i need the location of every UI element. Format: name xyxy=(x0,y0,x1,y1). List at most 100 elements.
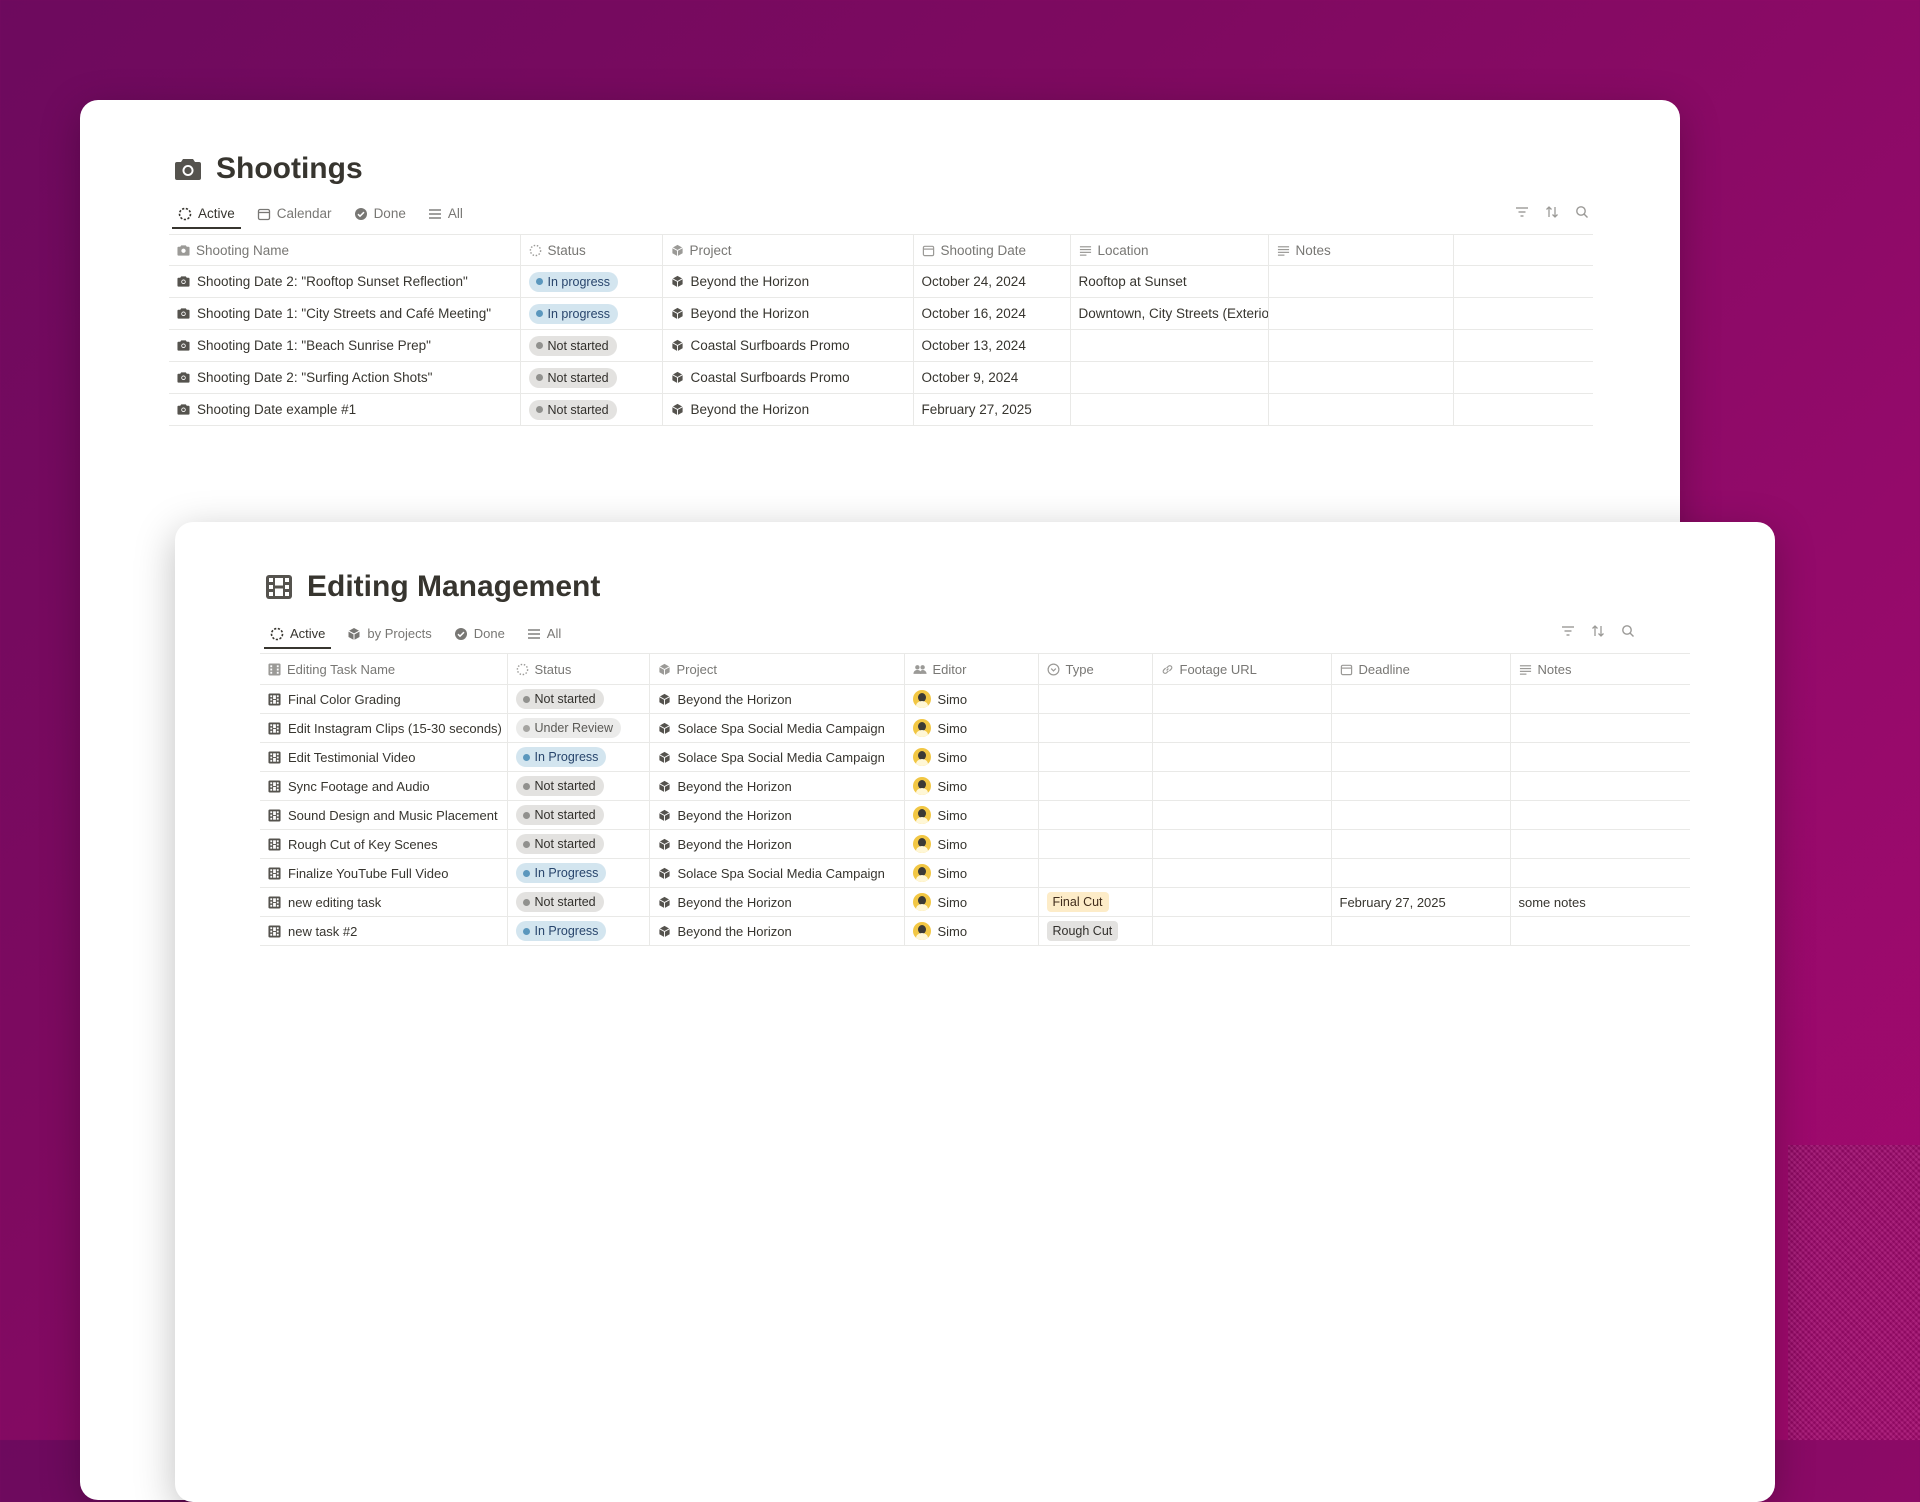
editor-person[interactable]: Simo xyxy=(912,893,1030,911)
column-header-project[interactable]: Project xyxy=(662,234,914,266)
cell-task-name[interactable]: Final Color Grading xyxy=(260,684,508,714)
tab-calendar[interactable]: Calendar xyxy=(255,202,334,229)
status-pill[interactable]: In Progress xyxy=(515,747,607,767)
cell-location[interactable]: Rooftop at Sunset xyxy=(1070,265,1269,298)
cell-shooting-name[interactable]: Shooting Date 1: "Beach Sunrise Prep" xyxy=(169,329,521,362)
tab-by-projects[interactable]: by Projects xyxy=(345,622,433,649)
cell-deadline[interactable] xyxy=(1331,742,1511,772)
project-link[interactable]: Beyond the Horizon xyxy=(671,274,905,289)
type-tag[interactable]: Final Cut xyxy=(1046,892,1109,912)
project-link[interactable]: Beyond the Horizon xyxy=(658,808,896,823)
cell-location[interactable]: Downtown, City Streets (Exterio xyxy=(1070,297,1269,330)
table-row[interactable]: Shooting Date 2: "Rooftop Sunset Reflect… xyxy=(169,265,1593,298)
cell-empty[interactable] xyxy=(1453,265,1593,298)
editor-person[interactable]: Simo xyxy=(912,806,1030,824)
cell-deadline[interactable] xyxy=(1331,684,1511,714)
project-link[interactable]: Coastal Surfboards Promo xyxy=(671,338,905,353)
cell-task-name[interactable]: Finalize YouTube Full Video xyxy=(260,858,508,888)
cell-status[interactable]: Not started xyxy=(507,800,650,830)
cell-notes[interactable]: some notes xyxy=(1510,887,1690,917)
table-row[interactable]: Shooting Date 2: "Surfing Action Shots" N… xyxy=(169,361,1593,394)
cell-type[interactable]: Final Cut xyxy=(1038,887,1153,917)
cell-location[interactable] xyxy=(1070,393,1269,426)
cell-deadline[interactable] xyxy=(1331,916,1511,946)
cell-location[interactable] xyxy=(1070,361,1269,394)
cell-editor[interactable]: Simo xyxy=(904,771,1039,801)
cell-type[interactable] xyxy=(1038,684,1153,714)
cell-notes[interactable] xyxy=(1510,684,1690,714)
tab-done[interactable]: Done xyxy=(452,622,507,649)
cell-project[interactable]: Solace Spa Social Media Campaign xyxy=(649,858,905,888)
column-header-status[interactable]: Status xyxy=(507,653,650,685)
cell-deadline[interactable] xyxy=(1331,858,1511,888)
cell-notes[interactable] xyxy=(1510,916,1690,946)
table-row[interactable]: Shooting Date example #1 Not started Beyon… xyxy=(169,393,1593,426)
tab-all[interactable]: All xyxy=(426,202,465,229)
cell-empty[interactable] xyxy=(1453,361,1593,394)
cell-notes[interactable] xyxy=(1268,265,1454,298)
cell-empty[interactable] xyxy=(1453,297,1593,330)
cell-project[interactable]: Beyond the Horizon xyxy=(662,265,914,298)
cell-shooting-name[interactable]: Shooting Date 2: "Rooftop Sunset Reflect… xyxy=(169,265,521,298)
status-pill[interactable]: Not started xyxy=(528,367,617,388)
cell-type[interactable]: Rough Cut xyxy=(1038,916,1153,946)
cell-project[interactable]: Beyond the Horizon xyxy=(662,297,914,330)
cell-editor[interactable]: Simo xyxy=(904,858,1039,888)
cell-status[interactable]: Not started xyxy=(507,771,650,801)
project-link[interactable]: Beyond the Horizon xyxy=(671,306,905,321)
cell-type[interactable] xyxy=(1038,829,1153,859)
cell-editor[interactable]: Simo xyxy=(904,800,1039,830)
cell-editor[interactable]: Simo xyxy=(904,742,1039,772)
status-pill[interactable]: Not started xyxy=(515,776,604,796)
cell-empty[interactable] xyxy=(1453,329,1593,362)
cell-task-name[interactable]: Edit Testimonial Video xyxy=(260,742,508,772)
shooting-name[interactable]: Shooting Date example #1 xyxy=(177,402,512,417)
table-row[interactable]: new task #2 In Progress Beyond the Horizon… xyxy=(260,916,1690,946)
status-pill[interactable]: Not started xyxy=(528,335,617,356)
cell-location[interactable] xyxy=(1070,329,1269,362)
cell-deadline[interactable] xyxy=(1331,800,1511,830)
cell-notes[interactable] xyxy=(1510,713,1690,743)
cell-footage-url[interactable] xyxy=(1152,742,1332,772)
task-name[interactable]: Sound Design and Music Placement xyxy=(268,808,499,823)
project-link[interactable]: Coastal Surfboards Promo xyxy=(671,370,905,385)
cell-footage-url[interactable] xyxy=(1152,858,1332,888)
shooting-name[interactable]: Shooting Date 1: "City Streets and Café … xyxy=(177,306,512,321)
cell-status[interactable]: In Progress xyxy=(507,916,650,946)
task-name[interactable]: Rough Cut of Key Scenes xyxy=(268,837,499,852)
column-header-notes[interactable]: Notes xyxy=(1510,653,1690,685)
cell-footage-url[interactable] xyxy=(1152,771,1332,801)
cell-task-name[interactable]: Edit Instagram Clips (15-30 seconds) xyxy=(260,713,508,743)
cell-status[interactable]: In Progress xyxy=(507,858,650,888)
project-link[interactable]: Beyond the Horizon xyxy=(658,924,896,939)
cell-shooting-date[interactable]: October 24, 2024 xyxy=(913,265,1071,298)
editor-person[interactable]: Simo xyxy=(912,777,1030,795)
tab-done[interactable]: Done xyxy=(352,202,408,229)
table-row[interactable]: Shooting Date 1: "City Streets and Café … xyxy=(169,297,1593,330)
editor-person[interactable]: Simo xyxy=(912,864,1030,882)
cell-notes[interactable] xyxy=(1510,771,1690,801)
cell-empty[interactable] xyxy=(1453,393,1593,426)
column-header-location[interactable]: Location xyxy=(1070,234,1269,266)
column-header-shooting-date[interactable]: Shooting Date xyxy=(913,234,1071,266)
cell-notes[interactable] xyxy=(1510,800,1690,830)
cell-footage-url[interactable] xyxy=(1152,916,1332,946)
column-header-status[interactable]: Status xyxy=(520,234,663,266)
cell-shooting-name[interactable]: Shooting Date 1: "City Streets and Café … xyxy=(169,297,521,330)
column-header-editor[interactable]: Editor xyxy=(904,653,1039,685)
status-pill[interactable]: Not started xyxy=(515,892,604,912)
cell-shooting-name[interactable]: Shooting Date example #1 xyxy=(169,393,521,426)
cell-project[interactable]: Beyond the Horizon xyxy=(649,887,905,917)
table-row[interactable]: Finalize YouTube Full Video In Progress So… xyxy=(260,858,1690,888)
column-header-shooting-name[interactable]: Shooting Name xyxy=(169,234,521,266)
project-link[interactable]: Solace Spa Social Media Campaign xyxy=(658,866,896,881)
cell-project[interactable]: Beyond the Horizon xyxy=(649,771,905,801)
cell-project[interactable]: Beyond the Horizon xyxy=(649,800,905,830)
cell-footage-url[interactable] xyxy=(1152,713,1332,743)
shooting-name[interactable]: Shooting Date 2: "Surfing Action Shots" xyxy=(177,370,512,385)
cell-status[interactable]: Not started xyxy=(520,393,663,426)
cell-project[interactable]: Coastal Surfboards Promo xyxy=(662,361,914,394)
search-icon[interactable] xyxy=(1574,204,1590,220)
cell-project[interactable]: Beyond the Horizon xyxy=(662,393,914,426)
cell-shooting-date[interactable]: October 13, 2024 xyxy=(913,329,1071,362)
